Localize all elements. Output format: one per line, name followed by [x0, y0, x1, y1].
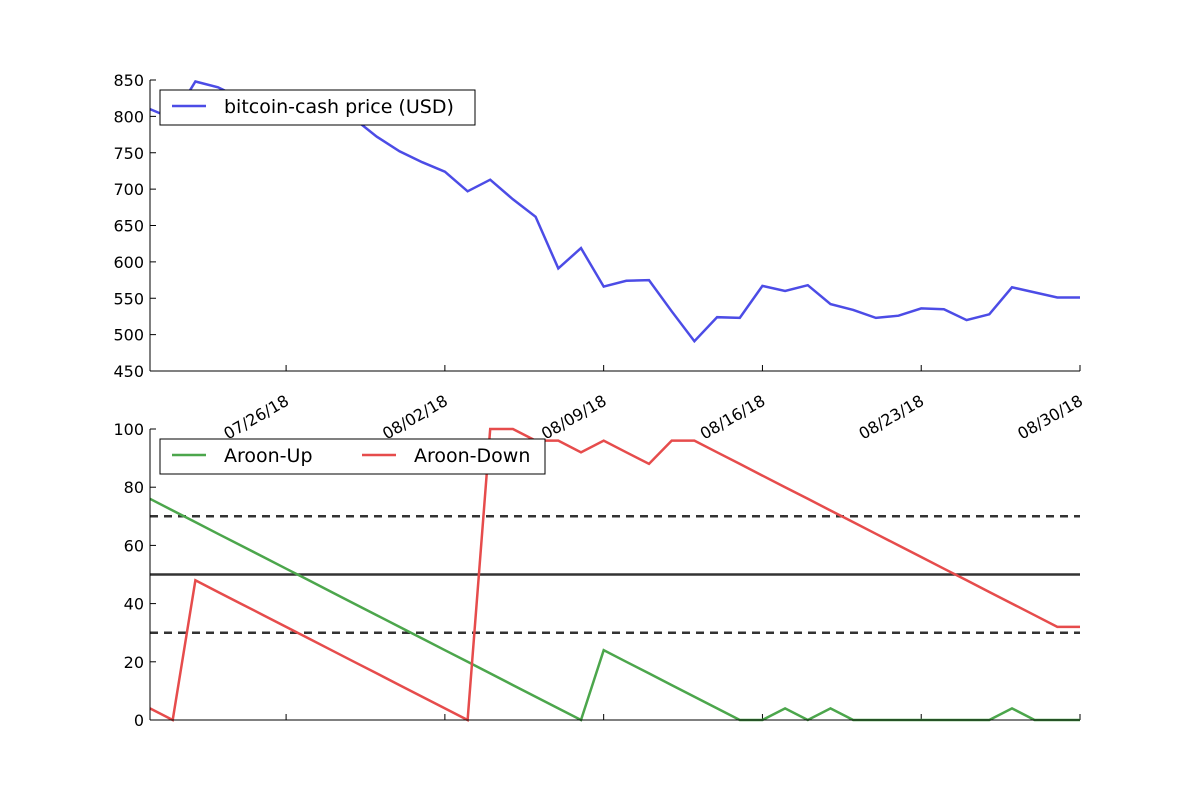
price-y-tick-label: 650 [113, 217, 144, 236]
price-y-tick-label: 450 [113, 362, 144, 381]
aroon-legend-box [159, 438, 546, 475]
price-legend-box [159, 89, 476, 126]
price-y-tick-label: 700 [113, 180, 144, 199]
aroon-y-tick-labels: 0 20 40 60 80 100 [113, 420, 144, 730]
price-legend: bitcoin-cash price (USD) [159, 89, 476, 126]
price-x-tick-label: 08/16/18 [697, 391, 769, 443]
price-x-tick-labels: 07/26/18 08/02/18 08/09/18 08/16/18 08/23/18… [220, 391, 1086, 443]
price-x-tick-label: 07/26/18 [220, 391, 292, 443]
aroon-y-tick-label: 0 [134, 711, 144, 730]
legend-label-aroon-up: Aroon-Up [224, 445, 313, 467]
price-y-tick-label: 500 [113, 326, 144, 345]
aroon-panel: 0 20 40 60 80 100 Aroon-Up Aroon-Down [113, 420, 1081, 730]
aroon-legend: Aroon-Up Aroon-Down [159, 438, 546, 475]
price-y-tick-label: 600 [113, 253, 144, 272]
price-x-tick-label: 08/23/18 [856, 391, 928, 443]
price-y-tick-label: 800 [113, 107, 144, 126]
aroon-y-tick-label: 20 [124, 653, 144, 672]
aroon-reference-lines [150, 515, 1080, 634]
price-y-tick-labels: 450 500 550 600 650 700 750 800 850 [113, 71, 144, 381]
aroon-y-tick-label: 100 [113, 420, 144, 439]
price-x-tick-label: 08/02/18 [379, 391, 451, 443]
price-x-tick-label: 08/09/18 [538, 391, 610, 443]
price-y-tick-label: 750 [113, 144, 144, 163]
price-panel: 450 500 550 600 650 700 750 800 850 07/26/18 08/0… [113, 71, 1086, 443]
legend-label-price: bitcoin-cash price (USD) [224, 96, 454, 118]
aroon-y-tick-label: 80 [124, 478, 144, 497]
price-y-tick-label: 850 [113, 71, 144, 90]
price-axis-ticks [150, 79, 1081, 372]
price-y-tick-label: 550 [113, 289, 144, 308]
aroon-y-tick-label: 60 [124, 536, 144, 555]
legend-label-aroon-down: Aroon-Down [414, 445, 530, 467]
aroon-y-tick-label: 40 [124, 595, 144, 614]
aroon-up-line [149, 497, 1080, 722]
aroon-down-line [149, 427, 1080, 722]
price-x-tick-label: 08/30/18 [1014, 391, 1086, 443]
